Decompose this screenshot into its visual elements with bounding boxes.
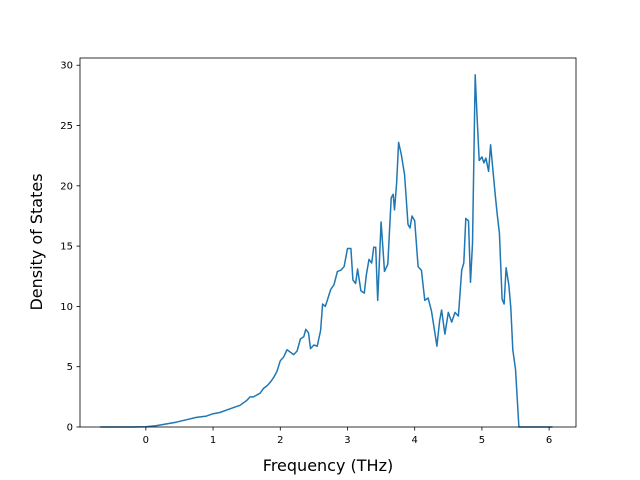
tick-layer: 0 1 2 3 4 5 6 0 5 10 15 20 25 30 xyxy=(60,61,552,446)
y-tick-label: 10 xyxy=(60,302,73,313)
series-layer xyxy=(100,74,553,428)
x-tick-label: 4 xyxy=(412,435,418,446)
dos-series-line xyxy=(100,74,553,428)
x-axis-label: Frequency (THz) xyxy=(263,456,393,475)
x-tick-label: 3 xyxy=(344,435,350,446)
plot-area xyxy=(80,58,576,427)
y-axis-label: Density of States xyxy=(27,173,46,310)
y-tick-label: 30 xyxy=(60,61,73,72)
x-tick-label: 2 xyxy=(277,435,283,446)
x-tick-label: 5 xyxy=(479,435,485,446)
plot-frame xyxy=(79,57,577,428)
x-tick-label: 1 xyxy=(210,435,216,446)
y-tick-label: 0 xyxy=(67,423,73,434)
y-tick-label: 15 xyxy=(60,242,73,253)
y-tick-label: 25 xyxy=(60,121,73,132)
x-tick-label: 6 xyxy=(546,435,552,446)
y-tick-label: 20 xyxy=(60,181,73,192)
y-tick-label: 5 xyxy=(67,362,73,373)
x-tick-label: 0 xyxy=(143,435,149,446)
